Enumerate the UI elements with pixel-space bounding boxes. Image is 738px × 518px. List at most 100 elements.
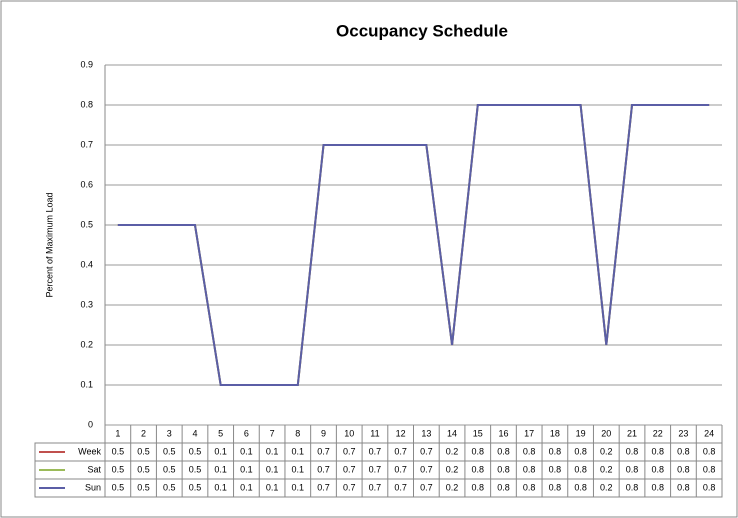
table-value: 0.7 <box>343 446 356 456</box>
table-value: 0.1 <box>240 446 253 456</box>
table-value: 0.8 <box>574 464 587 474</box>
table-value: 0.2 <box>600 482 613 492</box>
legend-label: Sat <box>87 464 101 474</box>
x-tick-label: 7 <box>270 428 275 438</box>
table-value: 0.8 <box>703 464 716 474</box>
x-tick-label: 24 <box>704 428 714 438</box>
legend-label: Sun <box>85 482 101 492</box>
x-tick-label: 14 <box>447 428 457 438</box>
table-value: 0.8 <box>574 446 587 456</box>
table-value: 0.8 <box>523 464 536 474</box>
x-tick-label: 22 <box>653 428 663 438</box>
x-tick-label: 20 <box>601 428 611 438</box>
table-value: 0.1 <box>292 482 305 492</box>
table-value: 0.1 <box>240 482 253 492</box>
table-value: 0.1 <box>266 446 279 456</box>
y-tick-label: 0.3 <box>80 299 93 309</box>
x-tick-label: 12 <box>396 428 406 438</box>
table-value: 0.2 <box>446 464 459 474</box>
x-tick-label: 6 <box>244 428 249 438</box>
table-value: 0.8 <box>523 446 536 456</box>
x-tick-label: 21 <box>627 428 637 438</box>
table-value: 0.7 <box>317 482 330 492</box>
y-axis-label: Percent of Maximum Load <box>44 192 54 297</box>
x-tick-label: 23 <box>678 428 688 438</box>
x-tick-label: 2 <box>141 428 146 438</box>
chart-title: Occupancy Schedule <box>336 21 508 40</box>
table-value: 0.2 <box>600 464 613 474</box>
table-value: 0.8 <box>703 482 716 492</box>
table-value: 0.8 <box>549 482 562 492</box>
table-value: 0.8 <box>651 482 664 492</box>
table-value: 0.1 <box>266 464 279 474</box>
table-value: 0.8 <box>626 464 639 474</box>
table-value: 0.7 <box>369 446 382 456</box>
y-tick-label: 0.5 <box>80 219 93 229</box>
table-value: 0.8 <box>574 482 587 492</box>
table-value: 0.7 <box>394 446 407 456</box>
table-value: 0.8 <box>549 446 562 456</box>
table-value: 0.7 <box>343 464 356 474</box>
x-tick-label: 15 <box>473 428 483 438</box>
y-tick-label: 0.8 <box>80 99 93 109</box>
x-tick-label: 5 <box>218 428 223 438</box>
table-value: 0.8 <box>549 464 562 474</box>
table-value: 0.5 <box>189 464 202 474</box>
table-value: 0.5 <box>163 464 176 474</box>
table-value: 0.5 <box>137 482 150 492</box>
table-value: 0.8 <box>677 446 690 456</box>
table-value: 0.8 <box>626 482 639 492</box>
series-line <box>117 104 710 386</box>
table-value: 0.8 <box>497 482 510 492</box>
table-value: 0.5 <box>112 482 125 492</box>
table-value: 0.8 <box>472 482 485 492</box>
table-value: 0.5 <box>112 446 125 456</box>
table-value: 0.7 <box>317 446 330 456</box>
table-value: 0.8 <box>651 446 664 456</box>
x-tick-label: 13 <box>421 428 431 438</box>
x-tick-label: 1 <box>115 428 120 438</box>
x-tick-label: 19 <box>576 428 586 438</box>
y-tick-label: 0 <box>88 419 93 429</box>
table-value: 0.8 <box>497 446 510 456</box>
table-value: 0.5 <box>163 446 176 456</box>
table-value: 0.5 <box>112 464 125 474</box>
table-value: 0.2 <box>600 446 613 456</box>
table-value: 0.7 <box>369 464 382 474</box>
y-tick-label: 0.9 <box>80 59 93 69</box>
y-tick-label: 0.7 <box>80 139 93 149</box>
x-tick-label: 10 <box>344 428 354 438</box>
table-value: 0.7 <box>343 482 356 492</box>
y-tick-label: 0.6 <box>80 179 93 189</box>
table-value: 0.7 <box>420 464 433 474</box>
table-value: 0.7 <box>420 446 433 456</box>
legend-label: Week <box>78 446 101 456</box>
x-tick-label: 8 <box>295 428 300 438</box>
table-value: 0.2 <box>446 482 459 492</box>
table-value: 0.5 <box>189 446 202 456</box>
table-value: 0.7 <box>394 464 407 474</box>
x-tick-label: 16 <box>498 428 508 438</box>
table-value: 0.1 <box>292 464 305 474</box>
table-value: 0.5 <box>189 482 202 492</box>
table-value: 0.2 <box>446 446 459 456</box>
table-value: 0.5 <box>163 482 176 492</box>
table-value: 0.7 <box>420 482 433 492</box>
table-value: 0.7 <box>369 482 382 492</box>
y-tick-label: 0.2 <box>80 339 93 349</box>
table-value: 0.8 <box>677 482 690 492</box>
x-tick-label: 17 <box>524 428 534 438</box>
table-value: 0.1 <box>214 446 227 456</box>
x-tick-label: 18 <box>550 428 560 438</box>
table-value: 0.1 <box>292 446 305 456</box>
table-value: 0.1 <box>266 482 279 492</box>
x-tick-label: 4 <box>192 428 197 438</box>
table-value: 0.8 <box>523 482 536 492</box>
table-value: 0.8 <box>497 464 510 474</box>
table-value: 0.8 <box>472 464 485 474</box>
x-tick-label: 3 <box>167 428 172 438</box>
y-tick-label: 0.4 <box>80 259 93 269</box>
table-value: 0.8 <box>651 464 664 474</box>
y-tick-label: 0.1 <box>80 379 93 389</box>
